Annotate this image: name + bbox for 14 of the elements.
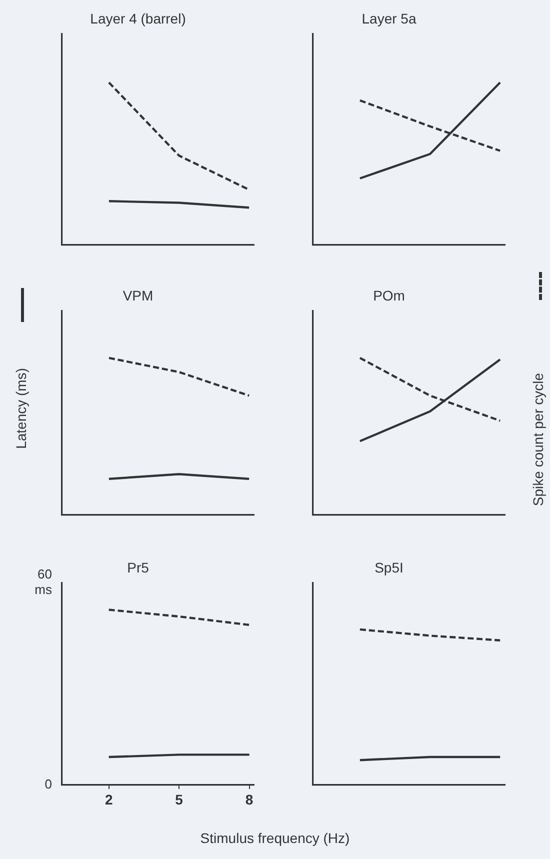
y-tick-label: 0 <box>44 776 52 792</box>
y-tick-label: 60 ms <box>34 566 52 598</box>
chart-title: Layer 4 (barrel) <box>90 10 186 26</box>
chart-title: VPM <box>122 287 154 304</box>
x-axis-title: Stimulus frequency (Hz) <box>200 830 350 846</box>
x-tick-label: 8 <box>245 791 254 808</box>
y2-axis-title: Spike count per cycle <box>530 373 546 507</box>
x-tick-label: 5 <box>175 791 184 808</box>
chart-title: Layer 5a <box>362 10 416 26</box>
chart-title: POm <box>373 287 405 304</box>
y-axis-title: Latency (ms) <box>13 368 29 448</box>
chart-title: Sp5I <box>374 559 404 576</box>
x-tick-label: 2 <box>104 791 113 808</box>
chart-title: Pr5 <box>127 559 150 576</box>
